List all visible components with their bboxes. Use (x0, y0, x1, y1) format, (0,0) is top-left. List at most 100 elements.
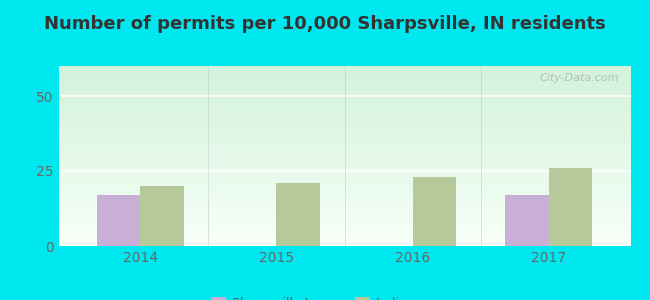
Bar (58, 115, 630, 116)
Bar (58, 185, 630, 187)
Bar (58, 133, 630, 134)
Bar (58, 169, 630, 170)
Bar (58, 194, 630, 196)
Bar (58, 97, 630, 98)
Bar (58, 181, 630, 183)
Bar (58, 224, 630, 226)
Bar (58, 183, 630, 185)
Bar (58, 109, 630, 111)
Bar (58, 212, 630, 214)
Bar (58, 214, 630, 215)
Bar (58, 134, 630, 136)
Bar (58, 230, 630, 232)
Bar (58, 70, 630, 71)
Bar (58, 142, 630, 143)
Text: City-Data.com: City-Data.com (540, 73, 619, 83)
Bar (58, 154, 630, 156)
Bar (58, 235, 630, 237)
Bar (58, 125, 630, 127)
Bar (58, 163, 630, 165)
Bar (58, 129, 630, 131)
Bar (58, 136, 630, 138)
Bar (58, 233, 630, 235)
Bar (58, 239, 630, 241)
Bar (58, 188, 630, 190)
Bar (58, 170, 630, 172)
Bar (58, 113, 630, 115)
Bar (58, 91, 630, 93)
Bar (58, 102, 630, 104)
Bar (58, 215, 630, 217)
Bar (58, 242, 630, 244)
Bar (58, 89, 630, 91)
Bar (58, 80, 630, 82)
Bar (58, 138, 630, 140)
Bar (58, 158, 630, 160)
Bar (58, 165, 630, 167)
Bar (58, 187, 630, 188)
Bar (58, 122, 630, 124)
Bar (58, 107, 630, 109)
Bar (413, 177, 456, 246)
Legend: Sharpsville town, Indiana average: Sharpsville town, Indiana average (206, 292, 483, 300)
Bar (58, 79, 630, 80)
Bar (58, 95, 630, 97)
Bar (58, 196, 630, 197)
Bar (58, 68, 630, 70)
Bar (58, 147, 630, 149)
Bar (58, 201, 630, 203)
Bar (58, 203, 630, 205)
Bar (58, 86, 630, 88)
Bar (58, 82, 630, 84)
Bar (58, 221, 630, 223)
Bar (58, 176, 630, 178)
Bar (58, 167, 630, 169)
Bar (58, 73, 630, 75)
Bar (58, 232, 630, 233)
Bar (58, 226, 630, 228)
Bar (58, 143, 630, 145)
Bar (58, 156, 630, 158)
Bar (58, 100, 630, 102)
Bar (97, 195, 140, 246)
Bar (549, 168, 592, 246)
Bar (58, 151, 630, 152)
Bar (58, 118, 630, 120)
Bar (58, 77, 630, 79)
Bar (58, 75, 630, 77)
Bar (58, 237, 630, 239)
Bar (58, 120, 630, 122)
Bar (58, 174, 630, 176)
Bar (58, 106, 630, 107)
Bar (140, 186, 184, 246)
Bar (58, 205, 630, 206)
Bar (58, 172, 630, 174)
Bar (505, 195, 549, 246)
Bar (58, 66, 630, 68)
Bar (58, 223, 630, 224)
Bar (58, 208, 630, 210)
Bar (58, 127, 630, 129)
Bar (58, 71, 630, 73)
Bar (58, 131, 630, 133)
Bar (58, 111, 630, 113)
Text: Number of permits per 10,000 Sharpsville, IN residents: Number of permits per 10,000 Sharpsville… (44, 15, 606, 33)
Bar (58, 104, 630, 106)
Bar (58, 206, 630, 208)
Bar (58, 228, 630, 230)
Bar (58, 192, 630, 194)
Bar (58, 88, 630, 89)
Bar (58, 161, 630, 163)
Bar (58, 140, 630, 142)
Bar (276, 183, 320, 246)
Bar (58, 93, 630, 95)
Bar (58, 199, 630, 201)
Bar (58, 149, 630, 151)
Bar (58, 210, 630, 212)
Bar (58, 179, 630, 181)
Bar (58, 98, 630, 100)
Bar (58, 152, 630, 154)
Bar (58, 190, 630, 192)
Bar (58, 197, 630, 199)
Bar (58, 116, 630, 118)
